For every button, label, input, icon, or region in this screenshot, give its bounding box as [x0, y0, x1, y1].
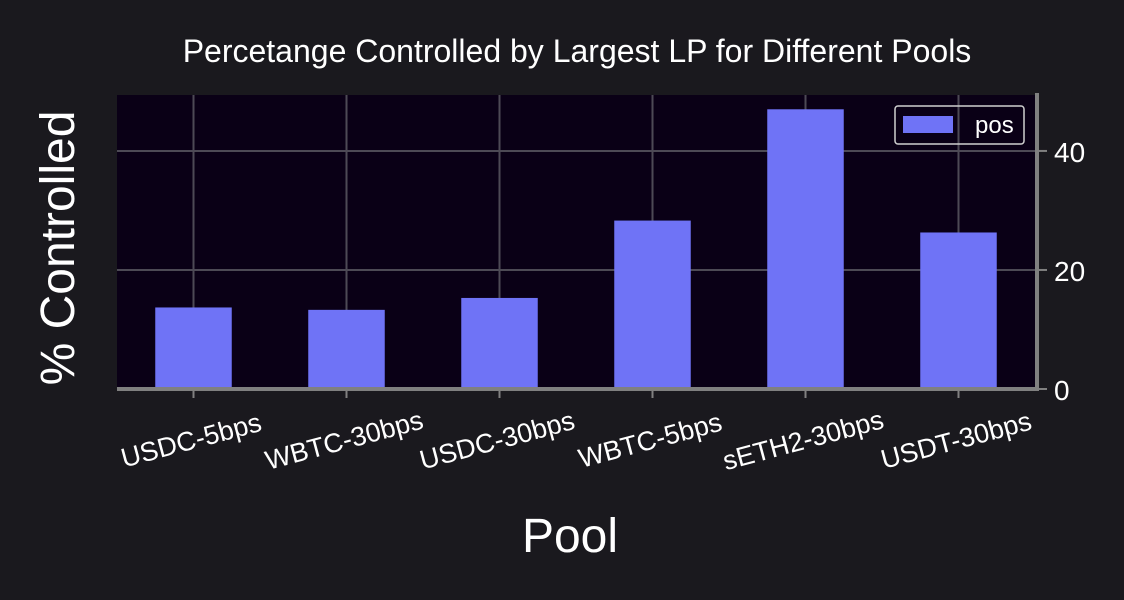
x-tick-label: WBTC-30bps: [262, 405, 426, 476]
x-tick-label: WBTC-5bps: [575, 407, 725, 474]
x-axis-ticks: USDC-5bpsWBTC-30bpsUSDC-30bpsWBTC-5bpssE…: [118, 389, 1035, 476]
legend-label: pos: [975, 112, 1014, 139]
legend-swatch: [903, 116, 953, 133]
x-tick-label: sETH2-30bps: [720, 404, 887, 476]
bar-WBTC-30bps: [308, 309, 385, 389]
x-axis-label: Pool: [522, 510, 618, 563]
bar-series: [155, 109, 997, 390]
y-axis-ticks: 0 20 40: [1037, 137, 1085, 406]
bar-sETH2-30bps: [767, 109, 844, 390]
legend-frame: [894, 105, 1025, 145]
y-tick-label: 40: [1054, 137, 1085, 168]
x-tick-label: USDC-5bps: [118, 407, 265, 473]
y-tick-label: 0: [1054, 375, 1070, 406]
bar-WBTC-5bps: [614, 220, 691, 389]
bar-USDT-30bps: [920, 232, 997, 389]
plot-area: [117, 95, 1035, 389]
x-tick-label: USDT-30bps: [878, 406, 1035, 475]
x-tick-label: USDC-30bps: [416, 405, 577, 475]
y-axis-label: % Controlled: [32, 111, 85, 386]
chart-title: Percetange Controlled by Largest LP for …: [183, 33, 972, 69]
y-tick-label: 20: [1054, 256, 1085, 287]
bar-USDC-30bps: [461, 297, 538, 389]
bar-USDC-5bps: [155, 307, 232, 389]
legend: pos: [894, 105, 1025, 145]
